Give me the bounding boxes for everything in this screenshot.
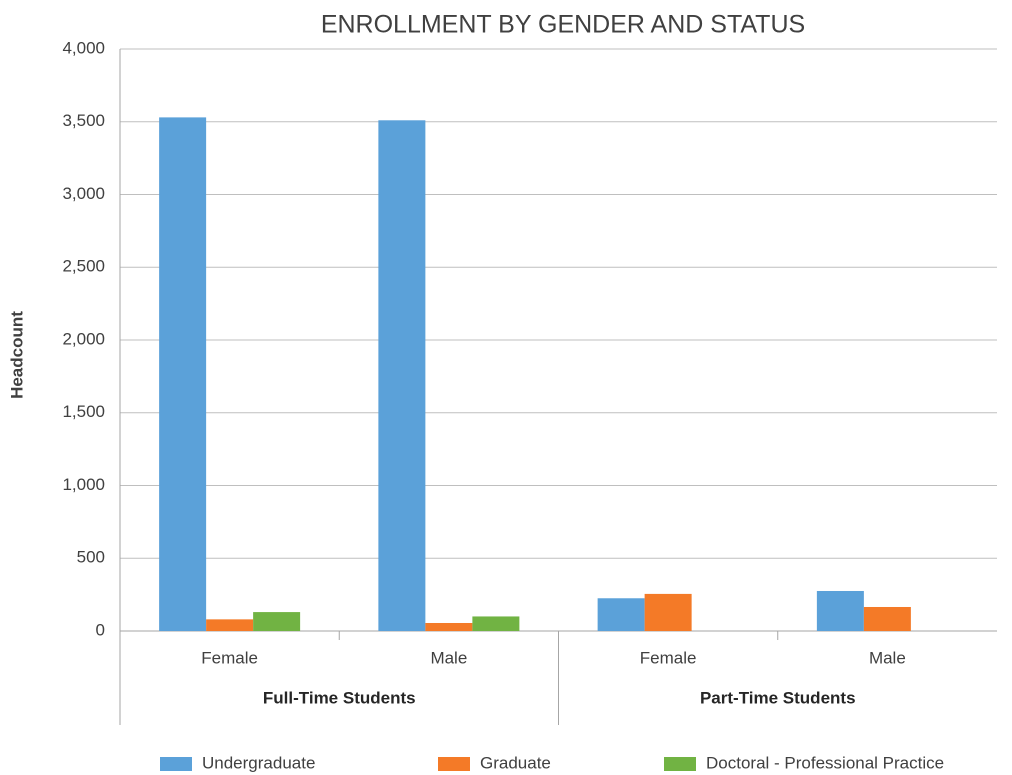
chart-title: ENROLLMENT BY GENDER AND STATUS: [321, 11, 805, 39]
y-tick-label: 3,000: [62, 184, 105, 203]
y-tick-label: 3,500: [62, 111, 105, 130]
y-tick-label: 2,500: [62, 257, 105, 276]
y-tick-label: 1,000: [62, 475, 105, 494]
bar: [863, 606, 911, 631]
y-tick-label: 0: [96, 620, 105, 639]
y-tick-label: 1,500: [62, 402, 105, 421]
bar: [159, 117, 207, 631]
legend-label: Graduate: [480, 753, 551, 772]
x-tick-label: Female: [201, 648, 258, 667]
group-label: Full-Time Students: [263, 688, 416, 707]
legend-swatch: [160, 757, 192, 771]
y-tick-label: 4,000: [62, 38, 105, 57]
bar: [597, 598, 645, 631]
group-label: Part-Time Students: [700, 688, 856, 707]
bar: [206, 619, 254, 631]
bar: [378, 120, 426, 632]
legend-label: Doctoral - Professional Practice: [706, 753, 944, 772]
bar: [472, 616, 520, 631]
x-tick-label: Female: [640, 648, 697, 667]
bar: [425, 622, 473, 631]
y-axis-label: Headcount: [7, 311, 26, 399]
x-tick-label: Male: [869, 648, 906, 667]
bar: [644, 593, 692, 631]
y-tick-label: 2,000: [62, 329, 105, 348]
y-tick-label: 500: [77, 548, 105, 567]
bar: [253, 612, 301, 631]
legend-swatch: [438, 757, 470, 771]
x-tick-label: Male: [430, 648, 467, 667]
legend-swatch: [664, 757, 696, 771]
legend-label: Undergraduate: [202, 753, 315, 772]
bar: [816, 590, 864, 631]
